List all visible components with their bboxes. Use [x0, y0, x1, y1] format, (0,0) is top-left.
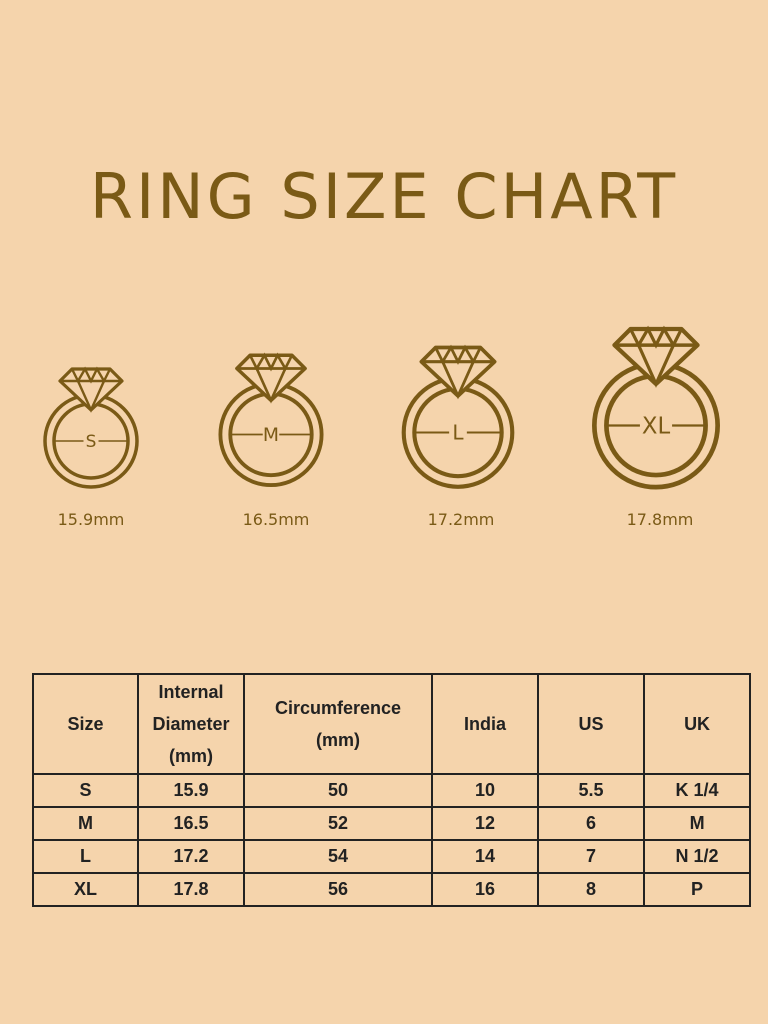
- ring-diameter-xl: 17.8mm: [626, 510, 694, 529]
- ring-size-label: XL: [642, 414, 671, 440]
- ring-size-table: Size Internal Diameter (mm) Circumferenc…: [32, 673, 752, 907]
- table-row: L 17.2 54 14 7 N 1/2: [32, 839, 752, 874]
- ring-xl: XL: [589, 325, 723, 491]
- diamond-icon: [58, 366, 124, 413]
- table-cell: 56: [242, 872, 434, 907]
- table-cell: 6: [537, 806, 646, 841]
- table-cell: 52: [242, 806, 434, 841]
- table-header-row: Size Internal Diameter (mm) Circumferenc…: [32, 673, 752, 775]
- header-internal-diameter: Internal Diameter (mm): [137, 673, 245, 775]
- table-cell: P: [643, 872, 752, 907]
- ring-s: S: [41, 366, 141, 490]
- header-india: India: [431, 673, 540, 775]
- table-cell: M: [643, 806, 752, 841]
- table-row: S 15.9 50 10 5.5 K 1/4: [32, 773, 752, 808]
- table-cell: S: [32, 773, 139, 808]
- table-cell: 12: [431, 806, 540, 841]
- diamond-ring-icon: XL: [592, 325, 720, 490]
- table-cell: K 1/4: [643, 773, 752, 808]
- diamond-icon: [419, 344, 497, 400]
- header-us: US: [537, 673, 646, 775]
- table-cell: XL: [32, 872, 139, 907]
- ring-size-label: M: [263, 425, 279, 446]
- table-cell: L: [32, 839, 139, 874]
- table-cell: 10: [431, 773, 540, 808]
- ring-m: M: [216, 352, 326, 488]
- diamond-icon: [612, 325, 700, 388]
- page-title: RING SIZE CHART: [89, 160, 679, 233]
- table-cell: 17.2: [137, 839, 245, 874]
- ring-diameter-l: 17.2mm: [427, 510, 495, 529]
- ring-diameter-m: 16.5mm: [242, 510, 310, 529]
- header-circumference: Circumference (mm): [242, 673, 434, 775]
- table-cell: 17.8: [137, 872, 245, 907]
- ring-size-label: S: [86, 432, 97, 452]
- ring-size-label: L: [452, 421, 464, 445]
- header-size: Size: [32, 673, 139, 775]
- diamond-ring-icon: M: [218, 352, 324, 488]
- diamond-icon: [235, 352, 307, 404]
- table-cell: 14: [431, 839, 540, 874]
- table-cell: 15.9: [137, 773, 245, 808]
- table-row: M 16.5 52 12 6 M: [32, 806, 752, 841]
- table-cell: N 1/2: [643, 839, 752, 874]
- diamond-ring-icon: L: [401, 344, 515, 489]
- ring-l: L: [399, 344, 517, 490]
- table-cell: 16.5: [137, 806, 245, 841]
- table-cell: M: [32, 806, 139, 841]
- table-cell: 54: [242, 839, 434, 874]
- table-row: XL 17.8 56 16 8 P: [32, 872, 752, 907]
- header-uk: UK: [643, 673, 752, 775]
- table-cell: 50: [242, 773, 434, 808]
- table-cell: 7: [537, 839, 646, 874]
- table-cell: 16: [431, 872, 540, 907]
- table-cell: 5.5: [537, 773, 646, 808]
- ring-diameter-s: 15.9mm: [57, 510, 125, 529]
- diamond-ring-icon: S: [43, 366, 139, 489]
- table-cell: 8: [537, 872, 646, 907]
